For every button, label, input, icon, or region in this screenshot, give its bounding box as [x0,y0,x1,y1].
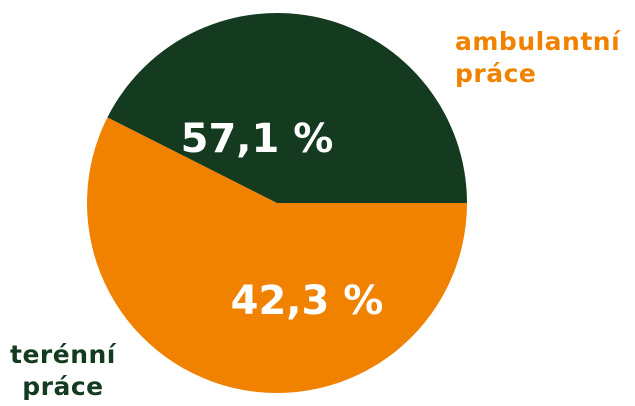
slice-label-terenni-prace: 42,3 % [231,278,384,324]
legend-terenni-line-2: práce [22,372,104,401]
legend-terenni-line-1: terénní [10,340,116,369]
pie-slice-ambulantni-prace [87,117,468,394]
legend-ambulantni-line-1: ambulantní [455,27,621,56]
slice-labels-group: 57,1 % 42,3 % [181,116,384,324]
legend-ambulantni-prace: ambulantní práce [455,26,620,90]
pie-slice-terenni-prace [107,12,467,204]
legend-terenni-prace: terénní práce [10,339,116,403]
slices-group [87,12,468,394]
slice-label-ambulantni-prace: 57,1 % [181,116,334,162]
legend-ambulantni-line-2: práce [455,59,537,88]
